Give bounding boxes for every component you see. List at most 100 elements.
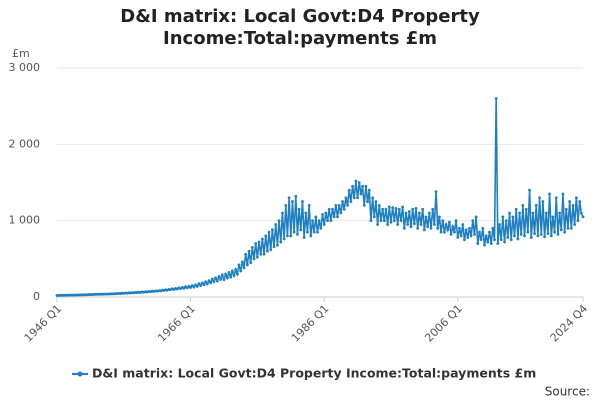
data-point — [252, 257, 256, 261]
y-unit-label: £m — [12, 47, 30, 60]
data-point — [561, 192, 565, 196]
data-point — [281, 211, 284, 215]
data-point — [242, 266, 246, 270]
data-point — [538, 196, 541, 200]
data-point — [382, 219, 386, 223]
data-point — [225, 276, 229, 280]
data-point — [250, 245, 254, 249]
data-point — [579, 211, 583, 215]
data-point — [411, 207, 415, 211]
data-point — [458, 226, 461, 230]
data-point — [312, 230, 316, 234]
data-point — [294, 194, 298, 198]
data-point — [397, 207, 401, 211]
data-point — [399, 219, 403, 223]
data-point — [245, 263, 249, 267]
data-point — [292, 230, 296, 234]
data-point — [456, 236, 460, 239]
data-point — [476, 242, 480, 245]
data-point — [286, 234, 289, 238]
data-point — [569, 226, 573, 230]
y-tick-label: 2 000 — [9, 137, 41, 150]
data-point — [367, 188, 371, 192]
data-point — [255, 255, 259, 259]
data-point — [548, 192, 552, 196]
series-line — [56, 98, 584, 297]
data-point — [274, 223, 278, 226]
data-point — [309, 234, 313, 238]
data-point — [454, 219, 458, 223]
data-point — [376, 223, 380, 226]
data-point — [336, 215, 339, 219]
data-point — [432, 223, 436, 226]
data-point — [466, 236, 470, 239]
data-point — [224, 272, 228, 276]
data-point — [209, 281, 213, 285]
data-point — [349, 200, 353, 203]
data-point — [544, 211, 548, 215]
y-tick-label: 3 000 — [9, 61, 41, 74]
data-point — [262, 252, 266, 256]
data-point — [329, 219, 333, 223]
data-point — [474, 215, 478, 219]
data-point — [483, 243, 486, 247]
data-point — [217, 274, 221, 278]
data-point — [391, 206, 395, 210]
data-point — [207, 279, 211, 282]
data-point — [503, 240, 506, 244]
data-point — [558, 211, 562, 215]
data-point — [347, 188, 351, 192]
data-point — [571, 204, 575, 207]
x-tick-label: 2006 Q1 — [422, 302, 465, 345]
data-point — [197, 282, 201, 286]
data-point — [247, 249, 251, 253]
data-point — [574, 196, 578, 200]
data-point — [352, 196, 356, 200]
data-point — [441, 219, 445, 223]
data-point — [239, 269, 243, 273]
data-point — [235, 272, 239, 276]
data-point — [464, 228, 468, 232]
data-point — [533, 232, 536, 236]
data-point — [434, 190, 438, 194]
data-point — [232, 274, 236, 278]
data-point — [257, 240, 261, 244]
data-point — [249, 261, 253, 265]
data-point — [509, 238, 513, 242]
data-point — [356, 196, 359, 200]
data-point — [506, 236, 510, 239]
data-point — [436, 226, 440, 230]
data-point — [394, 207, 398, 210]
data-point — [439, 230, 443, 234]
data-point — [444, 223, 448, 226]
data-point — [449, 233, 453, 236]
data-point — [494, 97, 498, 100]
data-point — [254, 242, 258, 245]
data-point — [296, 233, 299, 236]
data-point — [566, 226, 570, 230]
data-point — [406, 223, 410, 226]
data-point — [573, 223, 577, 226]
data-point — [264, 234, 268, 238]
data-point — [451, 225, 455, 229]
data-point — [337, 204, 341, 207]
data-point — [581, 215, 585, 219]
data-point — [369, 219, 373, 223]
data-point — [234, 268, 238, 271]
data-point — [448, 220, 451, 224]
data-point — [473, 233, 476, 236]
data-point — [563, 230, 567, 234]
data-point — [311, 219, 314, 223]
data-point — [401, 205, 405, 209]
data-point — [260, 237, 264, 241]
data-point — [316, 230, 319, 234]
data-point — [379, 219, 383, 223]
data-point — [326, 219, 329, 223]
data-point — [459, 234, 463, 238]
data-point — [488, 230, 491, 234]
data-point — [324, 211, 328, 215]
data-point — [276, 243, 279, 247]
data-point — [431, 207, 435, 211]
legend-marker — [77, 371, 83, 377]
